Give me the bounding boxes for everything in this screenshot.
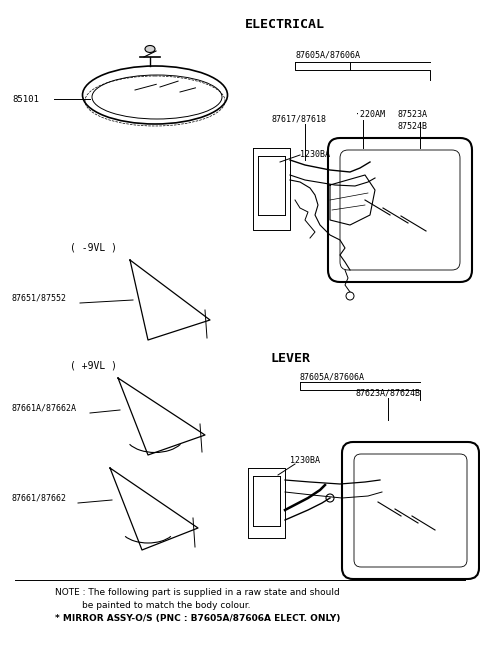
Text: ELECTRICAL: ELECTRICAL: [245, 18, 325, 31]
Text: 87623A/87624B: 87623A/87624B: [355, 388, 420, 397]
Text: 87617/87618: 87617/87618: [272, 115, 327, 124]
Text: 87661A/87662A: 87661A/87662A: [12, 403, 77, 413]
Text: 87523A: 87523A: [397, 110, 427, 119]
Text: ·220AM: ·220AM: [355, 110, 385, 119]
Text: ( -9VL ): ( -9VL ): [70, 243, 117, 253]
Text: 87651/87552: 87651/87552: [12, 294, 67, 302]
Text: 87605A/87606A: 87605A/87606A: [295, 50, 360, 59]
Text: 85101: 85101: [12, 95, 39, 104]
Text: * MIRROR ASSY-O/S (PNC : B7605A/87606A ELECT. ONLY): * MIRROR ASSY-O/S (PNC : B7605A/87606A E…: [55, 614, 340, 623]
Ellipse shape: [145, 45, 155, 53]
Text: 1230BA: 1230BA: [290, 456, 320, 465]
Text: LEVER: LEVER: [270, 352, 310, 365]
Text: 1230BA: 1230BA: [300, 150, 330, 159]
Text: 87524B: 87524B: [397, 122, 427, 131]
Text: 87605A/87606A: 87605A/87606A: [300, 372, 365, 381]
Text: be painted to match the body colour.: be painted to match the body colour.: [82, 601, 251, 610]
Text: ( +9VL ): ( +9VL ): [70, 360, 117, 370]
Text: 87661/87662: 87661/87662: [12, 493, 67, 503]
Text: NOTE : The following part is supplied in a raw state and should: NOTE : The following part is supplied in…: [55, 588, 340, 597]
